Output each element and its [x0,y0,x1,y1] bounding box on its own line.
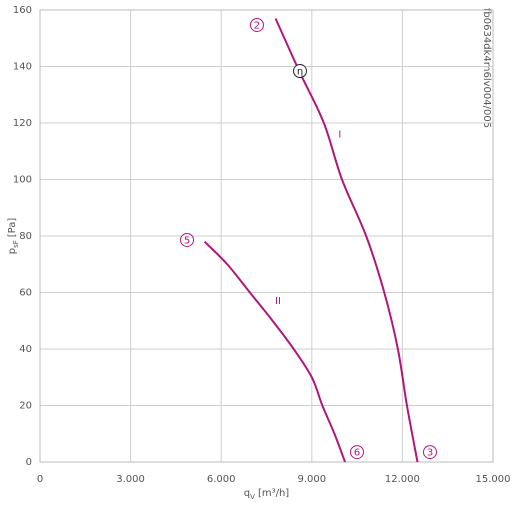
x-tick-label: 6.000 [207,474,236,485]
y-tick-label: 60 [19,288,32,299]
y-tick-label: 160 [13,5,32,16]
x-tick-label: 0 [37,474,43,485]
plot-frame [39,9,494,463]
y-tick-label: 120 [13,118,32,129]
curve [203,240,346,463]
annotation-label: 5 [184,235,190,246]
y_label-sub: sF [12,240,20,248]
annotation-circle [249,17,264,32]
annotation-circle [423,445,438,460]
annotation-label: 3 [427,448,433,459]
y-tick-label: 100 [13,175,32,186]
y_label-main: p [7,248,18,254]
annotation-circle [350,445,365,460]
annotation-circle [180,232,195,247]
annotation-label: η [297,67,303,78]
code-label: fb0634dk4m6lv004/005 [481,8,492,128]
x-tick-label: 12.000 [385,474,420,485]
y-tick-label: 0 [26,457,32,468]
annotation-label: 6 [354,448,360,459]
y-tick-label: 20 [19,401,32,412]
x-tick-label: 9.000 [297,474,326,485]
curve-label: I [338,129,341,140]
curve-label: II [275,296,281,307]
annotation-circle [292,64,307,79]
x-tick-label: 15.000 [476,474,511,485]
y-tick-label: 80 [19,231,32,242]
curve [274,18,419,463]
y_label: psF [Pa] [7,218,20,255]
x_label-main: q [244,488,250,499]
y-tick-label: 140 [13,62,32,73]
annotation-label: 2 [254,20,260,31]
x-tick-label: 3.000 [116,474,145,485]
x_label: qV [m³/h] [244,488,290,501]
y_label-unit: [Pa] [7,218,18,238]
x_label-sub: V [250,493,255,501]
x_label-unit: [m³/h] [258,488,289,499]
y-tick-label: 40 [19,344,32,355]
